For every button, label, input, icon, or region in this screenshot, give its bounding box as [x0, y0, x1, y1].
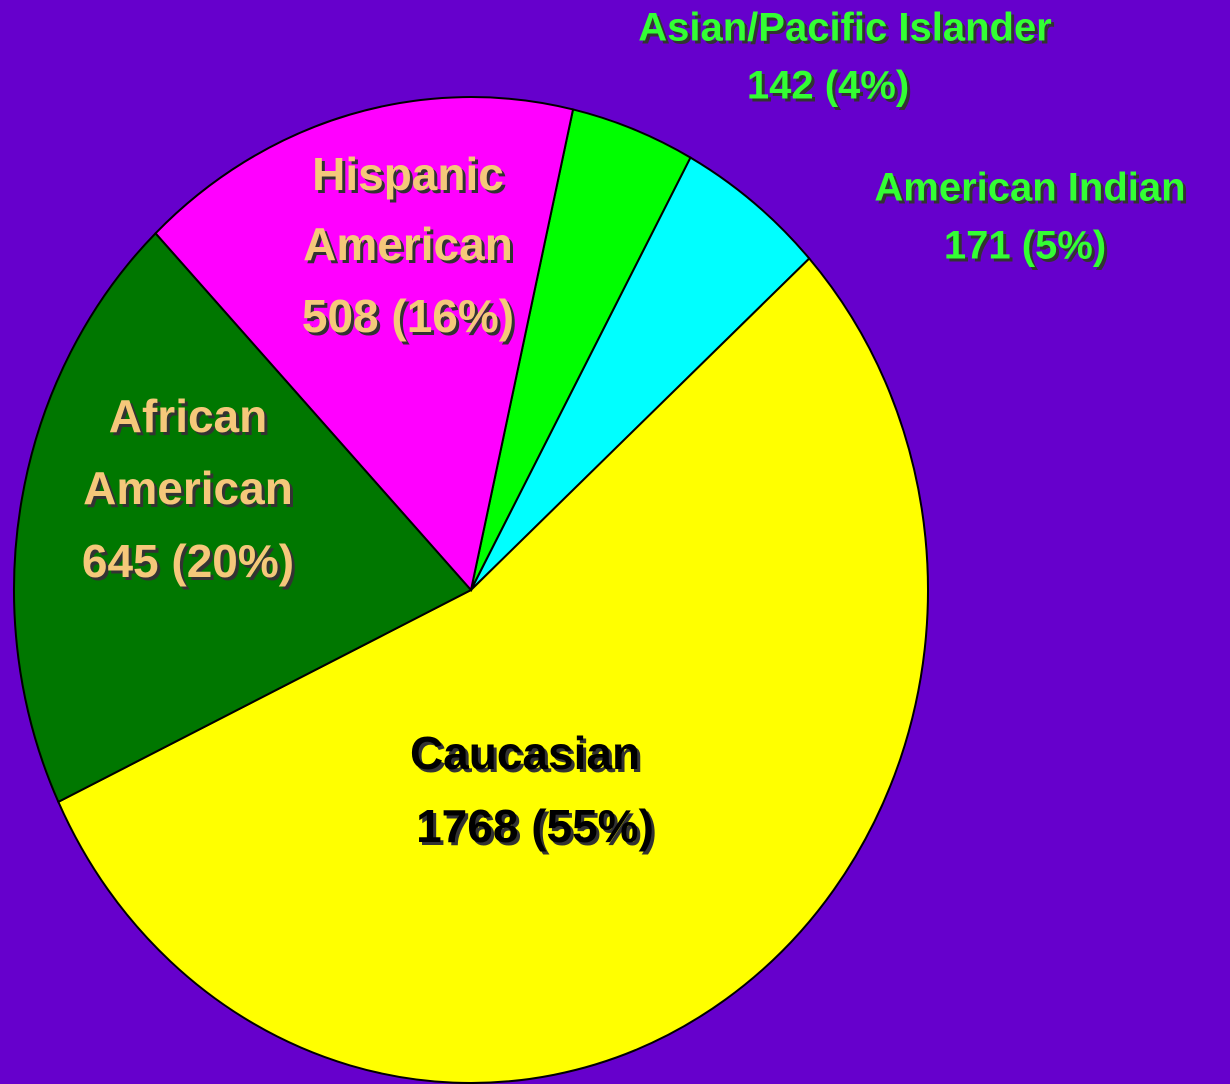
value-label: 171 (5%) [944, 224, 1106, 268]
value-label: 1768 (55%) [416, 800, 654, 852]
pie-slice [57, 257, 929, 1084]
slice-label: Hispanic American [303, 148, 513, 270]
slice-label: American Indian [874, 166, 1185, 210]
pie-slice [470, 156, 811, 591]
value-label: 645 (20%) [82, 535, 294, 587]
value-label: 142 (4%) [747, 64, 909, 108]
value-label: 508 (16%) [302, 290, 514, 342]
slice-label: Caucasian [410, 727, 640, 779]
pie-slice [154, 96, 575, 593]
slice-label: African American [83, 390, 293, 514]
slice-label: Asian/Pacific Islander [638, 6, 1052, 50]
pie-slice [13, 231, 473, 804]
